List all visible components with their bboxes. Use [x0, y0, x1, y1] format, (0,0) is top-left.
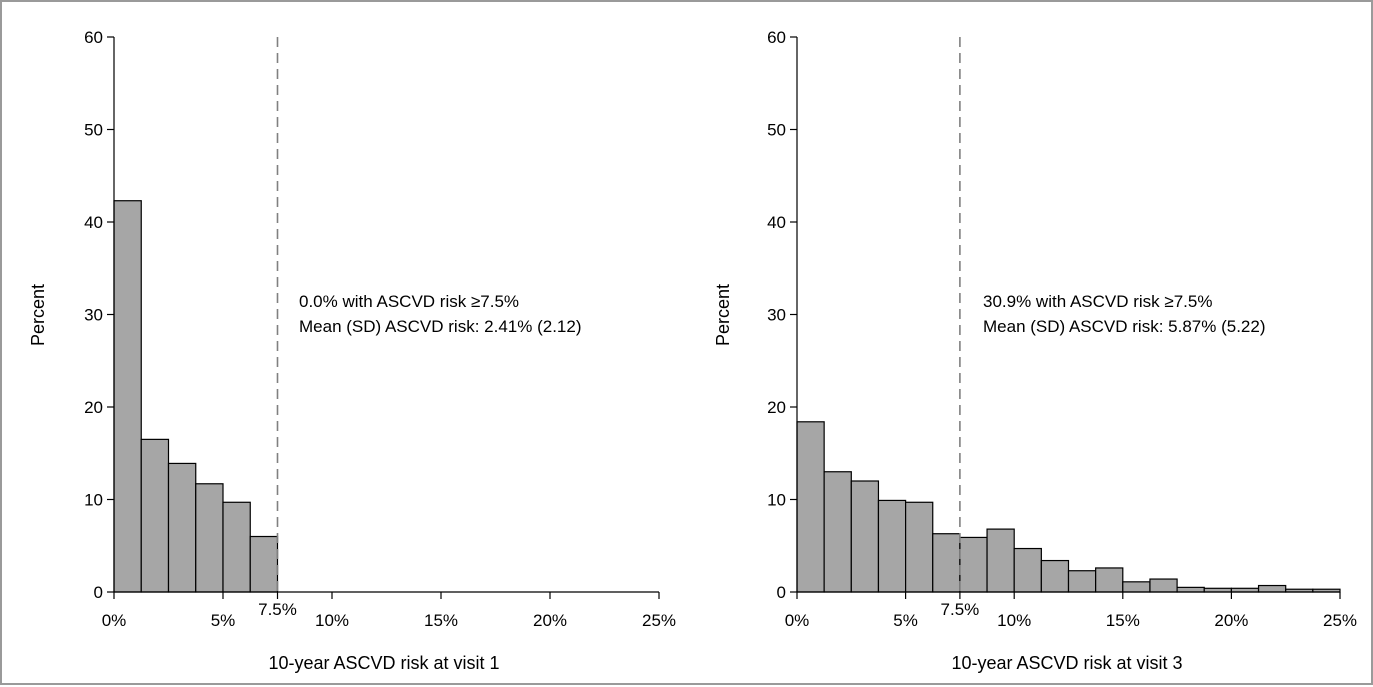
- histogram-bar: [167, 462, 197, 593]
- y-tick-label: 0: [777, 583, 786, 602]
- threshold-label: 7.5%: [258, 600, 297, 619]
- histogram-bar: [1095, 567, 1124, 593]
- histogram-panel-visit-3: 30.9% with ASCVD risk ≥7.5% Mean (SD) AS…: [713, 28, 1357, 673]
- histogram-bar: [1257, 584, 1287, 593]
- x-tick-label: 5%: [893, 611, 918, 630]
- histogram-bar: [877, 499, 907, 593]
- x-tick-label: 0%: [102, 611, 127, 630]
- y-tick-label: 30: [767, 306, 786, 325]
- histogram-bar: [932, 533, 961, 593]
- histogram-bar: [904, 501, 934, 593]
- histogram-bar: [195, 483, 224, 593]
- annotation-mean-sd: Mean (SD) ASCVD risk: 5.87% (5.22): [983, 317, 1265, 336]
- histogram-bar: [959, 536, 988, 593]
- y-tick-label: 40: [84, 213, 103, 232]
- y-tick-label: 60: [84, 28, 103, 47]
- x-tick-label: 25%: [1323, 611, 1357, 630]
- histogram-bar: [113, 200, 142, 593]
- y-axis-title: Percent: [28, 284, 48, 346]
- x-tick-label: 5%: [211, 611, 236, 630]
- y-tick-label: 30: [84, 306, 103, 325]
- histogram-bar: [1176, 586, 1205, 593]
- x-tick-label: 0%: [785, 611, 810, 630]
- histogram-bar: [823, 471, 852, 593]
- y-tick-label: 10: [767, 491, 786, 510]
- y-tick-label: 50: [84, 121, 103, 140]
- y-axis-title: Percent: [713, 284, 733, 346]
- x-tick-label: 20%: [1214, 611, 1248, 630]
- histogram-bar: [850, 480, 880, 593]
- histogram-bar: [1067, 570, 1097, 593]
- annotation-mean-sd: Mean (SD) ASCVD risk: 2.41% (2.12): [299, 317, 581, 336]
- x-tick-label: 20%: [533, 611, 567, 630]
- histogram-bar: [1122, 581, 1151, 593]
- annotation-threshold-share: 30.9% with ASCVD risk ≥7.5%: [983, 292, 1212, 311]
- x-tick-label: 10%: [997, 611, 1031, 630]
- histogram-panel-visit-1: 0.0% with ASCVD risk ≥7.5% Mean (SD) ASC…: [28, 28, 676, 673]
- histogram-bars: [796, 421, 1341, 593]
- histogram-bar: [1149, 578, 1178, 593]
- y-tick-label: 60: [767, 28, 786, 47]
- x-axis-title: 10-year ASCVD risk at visit 1: [268, 653, 499, 673]
- y-tick-label: 20: [767, 398, 786, 417]
- annotation-threshold-share: 0.0% with ASCVD risk ≥7.5%: [299, 292, 519, 311]
- histogram-bar: [140, 438, 170, 593]
- y-tick-label: 40: [767, 213, 786, 232]
- threshold-label: 7.5%: [941, 600, 980, 619]
- histogram-bar: [249, 535, 279, 593]
- x-tick-label: 25%: [642, 611, 676, 630]
- y-tick-label: 10: [84, 491, 103, 510]
- histogram-bar: [1040, 559, 1070, 593]
- histogram-bars: [113, 200, 279, 593]
- x-tick-label: 15%: [424, 611, 458, 630]
- y-tick-label: 50: [767, 121, 786, 140]
- y-tick-label: 20: [84, 398, 103, 417]
- histogram-bar: [222, 501, 251, 593]
- histogram-bar: [986, 528, 1015, 593]
- y-tick-label: 0: [94, 583, 103, 602]
- histogram-bar: [1013, 547, 1042, 593]
- histogram-bar: [796, 421, 825, 593]
- x-tick-label: 15%: [1106, 611, 1140, 630]
- x-tick-label: 10%: [315, 611, 349, 630]
- x-axis-title: 10-year ASCVD risk at visit 3: [951, 653, 1182, 673]
